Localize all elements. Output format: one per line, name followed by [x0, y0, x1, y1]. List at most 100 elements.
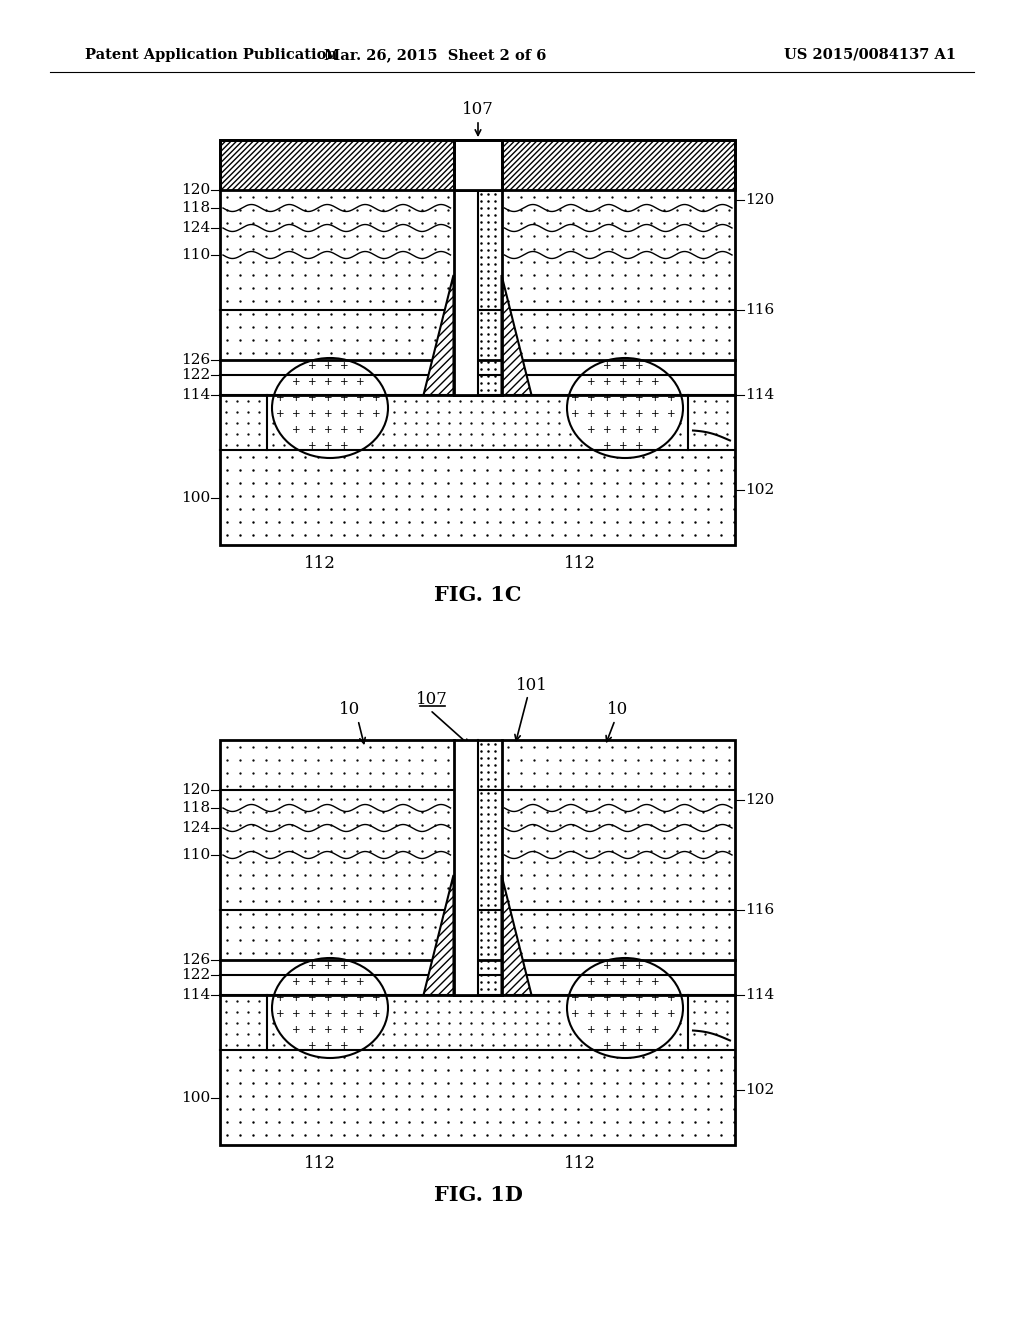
Text: +: +	[307, 1008, 316, 1019]
Text: +: +	[307, 1026, 316, 1035]
Text: 114: 114	[181, 987, 210, 1002]
Text: +: +	[324, 977, 333, 987]
Text: 116: 116	[745, 304, 774, 317]
Text: +: +	[355, 1008, 365, 1019]
Text: +: +	[618, 378, 628, 387]
Text: +: +	[275, 409, 285, 418]
Text: +: +	[355, 1026, 365, 1035]
Text: +: +	[372, 993, 380, 1003]
Text: +: +	[340, 360, 348, 371]
Bar	[220, 140, 735, 545]
Text: +: +	[587, 993, 595, 1003]
Text: 120: 120	[745, 793, 774, 807]
Text: +: +	[603, 1008, 611, 1019]
Text: 126: 126	[181, 352, 210, 367]
Text: +: +	[340, 1041, 348, 1051]
Text: +: +	[340, 378, 348, 387]
Text: +: +	[618, 425, 628, 436]
Text: +: +	[570, 409, 580, 418]
Text: 10: 10	[607, 701, 629, 718]
Text: +: +	[324, 1041, 333, 1051]
Text: 110: 110	[181, 248, 210, 261]
Text: +: +	[372, 1008, 380, 1019]
Text: +: +	[667, 409, 675, 418]
Text: FIG. 1C: FIG. 1C	[434, 585, 522, 605]
Text: +: +	[307, 1041, 316, 1051]
Ellipse shape	[272, 358, 388, 458]
Text: +: +	[292, 1026, 300, 1035]
Bar	[220, 190, 454, 255]
Text: +: +	[650, 1026, 659, 1035]
Text: +: +	[355, 393, 365, 403]
Text: 114: 114	[745, 388, 774, 403]
Bar	[220, 140, 735, 545]
Text: +: +	[650, 425, 659, 436]
Bar	[267, 395, 688, 450]
Text: +: +	[618, 977, 628, 987]
Text: +: +	[603, 409, 611, 418]
Text: +: +	[603, 360, 611, 371]
Text: +: +	[650, 378, 659, 387]
Bar	[220, 741, 454, 855]
Text: +: +	[587, 977, 595, 987]
Text: +: +	[307, 409, 316, 418]
Text: +: +	[570, 993, 580, 1003]
Text: +: +	[324, 360, 333, 371]
Text: 107: 107	[462, 102, 494, 119]
Text: +: +	[340, 441, 348, 451]
Bar	[267, 995, 688, 1049]
Text: 120: 120	[181, 183, 210, 197]
Text: 102: 102	[745, 483, 774, 498]
Text: +: +	[650, 393, 659, 403]
Text: +: +	[618, 1041, 628, 1051]
Text: 112: 112	[304, 1155, 336, 1172]
Bar	[220, 741, 735, 1144]
Text: +: +	[587, 393, 595, 403]
Text: +: +	[618, 961, 628, 972]
Text: +: +	[587, 1008, 595, 1019]
Text: +: +	[340, 961, 348, 972]
Text: +: +	[292, 425, 300, 436]
Text: 116: 116	[745, 903, 774, 917]
Text: +: +	[355, 993, 365, 1003]
Text: +: +	[635, 1041, 643, 1051]
Text: +: +	[618, 993, 628, 1003]
Text: +: +	[570, 393, 580, 403]
Bar	[220, 995, 267, 1049]
Text: +: +	[635, 1008, 643, 1019]
Text: +: +	[635, 393, 643, 403]
Text: +: +	[603, 1041, 611, 1051]
Text: +: +	[324, 425, 333, 436]
Text: +: +	[324, 393, 333, 403]
Text: 114: 114	[745, 987, 774, 1002]
Text: +: +	[587, 409, 595, 418]
Bar	[502, 255, 735, 395]
Bar	[454, 140, 502, 190]
Text: 10: 10	[339, 701, 360, 718]
Text: +: +	[603, 441, 611, 451]
Bar	[502, 741, 735, 855]
Text: +: +	[372, 393, 380, 403]
Polygon shape	[502, 875, 531, 995]
Text: +: +	[570, 1008, 580, 1019]
Bar	[454, 741, 477, 995]
Text: +: +	[635, 993, 643, 1003]
Text: +: +	[340, 425, 348, 436]
Polygon shape	[502, 275, 531, 395]
Text: 100: 100	[181, 491, 210, 504]
Text: +: +	[603, 378, 611, 387]
Text: +: +	[307, 977, 316, 987]
Text: +: +	[650, 977, 659, 987]
Bar	[220, 855, 454, 995]
Text: +: +	[667, 993, 675, 1003]
Text: +: +	[340, 1026, 348, 1035]
Text: 124: 124	[181, 821, 210, 836]
Text: 107: 107	[416, 692, 447, 709]
Text: +: +	[324, 441, 333, 451]
Text: +: +	[292, 993, 300, 1003]
Text: +: +	[355, 378, 365, 387]
Text: +: +	[324, 1008, 333, 1019]
Text: +: +	[603, 393, 611, 403]
Text: Mar. 26, 2015  Sheet 2 of 6: Mar. 26, 2015 Sheet 2 of 6	[324, 48, 546, 62]
Text: +: +	[667, 393, 675, 403]
